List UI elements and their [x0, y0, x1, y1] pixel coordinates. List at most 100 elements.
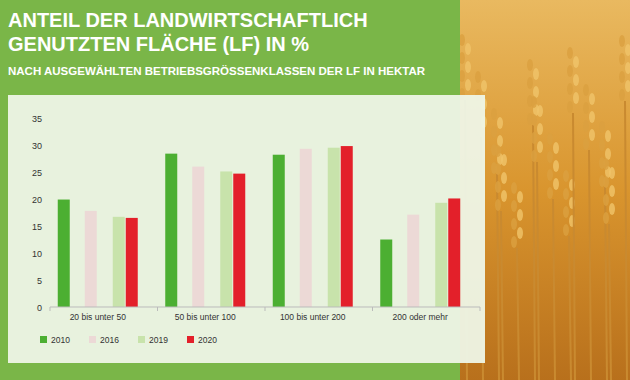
y-tick-label: 5: [37, 276, 42, 286]
wheat-stem: [573, 113, 575, 380]
wheat-grain: [527, 59, 533, 71]
wheat-grain: [603, 194, 609, 206]
wheat-grain: [603, 176, 609, 188]
wheat-grain: [609, 185, 615, 197]
wheat-grain: [547, 187, 553, 199]
wheat-grain: [573, 74, 579, 86]
wheat-grain: [495, 181, 501, 193]
wheat-grain: [537, 105, 543, 117]
wheat-grain: [475, 71, 481, 83]
wheat-grain: [553, 178, 559, 190]
legend-label: 2010: [51, 335, 70, 345]
wheat-grain: [531, 96, 537, 108]
y-tick-label: 30: [32, 141, 42, 151]
bar: [407, 215, 419, 307]
title: ANTEIL DER LANDWIRTSCHAFTLICH GENUTZTEN …: [8, 8, 448, 56]
wheat-grain: [497, 117, 503, 129]
y-tick-label: 25: [32, 168, 42, 178]
x-tick: [265, 307, 266, 311]
x-tick-label: 50 bis unter 100: [175, 312, 236, 322]
bar: [220, 171, 232, 307]
wheat-grain: [495, 163, 501, 175]
wheat-grain: [517, 227, 523, 239]
wheat-grain: [481, 80, 487, 92]
wheat-stem: [625, 101, 627, 380]
wheat-grain: [491, 108, 497, 120]
wheat-grain: [511, 182, 517, 194]
wheat-grain: [619, 35, 625, 47]
legend-swatch: [187, 336, 194, 343]
wheat-grain: [583, 102, 589, 114]
wheat-grain: [511, 200, 517, 212]
bar: [448, 198, 460, 307]
x-tick: [480, 307, 481, 311]
wheat-grain: [567, 47, 573, 59]
y-tick-label: 15: [32, 222, 42, 232]
wheat-grain: [589, 111, 595, 123]
x-tick-label: 100 bis unter 200: [280, 312, 346, 322]
wheat-grain: [511, 236, 517, 248]
bar: [233, 174, 245, 307]
wheat-grain: [567, 65, 573, 77]
wheat-stem: [533, 125, 535, 380]
wheat-grain: [511, 218, 517, 230]
y-tick-label: 35: [32, 114, 42, 124]
bar: [113, 217, 125, 307]
wheat-grain: [609, 203, 615, 215]
bar: [85, 211, 97, 307]
wheat-grain: [609, 167, 615, 179]
chart-panel: [8, 95, 485, 363]
bar: [341, 146, 353, 307]
wheat-grain: [625, 80, 630, 92]
wheat-grain: [547, 151, 553, 163]
wheat-grain: [625, 44, 630, 56]
wheat-grain: [501, 190, 507, 202]
wheat-grain: [527, 77, 533, 89]
wheat-grain: [603, 212, 609, 224]
x-tick: [50, 307, 51, 311]
legend-label: 2020: [198, 335, 217, 345]
bars: [58, 146, 461, 307]
wheat-grain: [517, 209, 523, 221]
legend-swatch: [89, 336, 96, 343]
wheat-grain: [567, 101, 573, 113]
wheat-stem: [589, 150, 591, 380]
wheat-grain: [495, 199, 501, 211]
wheat-grain: [465, 43, 471, 55]
wheat-grain: [563, 224, 569, 236]
wheat-grain: [599, 139, 605, 151]
wheat-stem: [501, 211, 503, 380]
wheat-grain: [589, 93, 595, 105]
wheat-grain: [465, 61, 471, 73]
wheat-grain: [517, 191, 523, 203]
wheat-stem: [517, 248, 519, 380]
wheat-grain: [619, 53, 625, 65]
wheat-grain: [619, 71, 625, 83]
wheat-grain: [495, 145, 501, 157]
x-tick-label: 200 oder mehr: [393, 312, 448, 322]
bar: [165, 154, 177, 307]
wheat-grain: [605, 130, 611, 142]
wheat-grain: [625, 62, 630, 74]
wheat-grain: [531, 132, 537, 144]
x-tick-label: 20 bis unter 50: [70, 312, 127, 322]
bar: [380, 240, 392, 308]
wheat-grain: [533, 68, 539, 80]
y-tick-label: 0: [37, 303, 42, 313]
bar: [435, 203, 447, 307]
wheat-grain: [563, 170, 569, 182]
wheat-grain: [537, 123, 543, 135]
wheat-grain: [531, 150, 537, 162]
wheat-grain: [537, 141, 543, 153]
wheat-grain: [563, 206, 569, 218]
wheat-grain: [501, 172, 507, 184]
wheat-grain: [553, 160, 559, 172]
legend-swatch: [138, 336, 145, 343]
wheat-grain: [573, 92, 579, 104]
wheat-stem: [553, 199, 555, 380]
y-tick-label: 10: [32, 249, 42, 259]
wheat-grain: [589, 129, 595, 141]
wheat-grain: [465, 79, 471, 91]
wheat-stem: [569, 236, 571, 380]
legend-label: 2016: [100, 335, 119, 345]
